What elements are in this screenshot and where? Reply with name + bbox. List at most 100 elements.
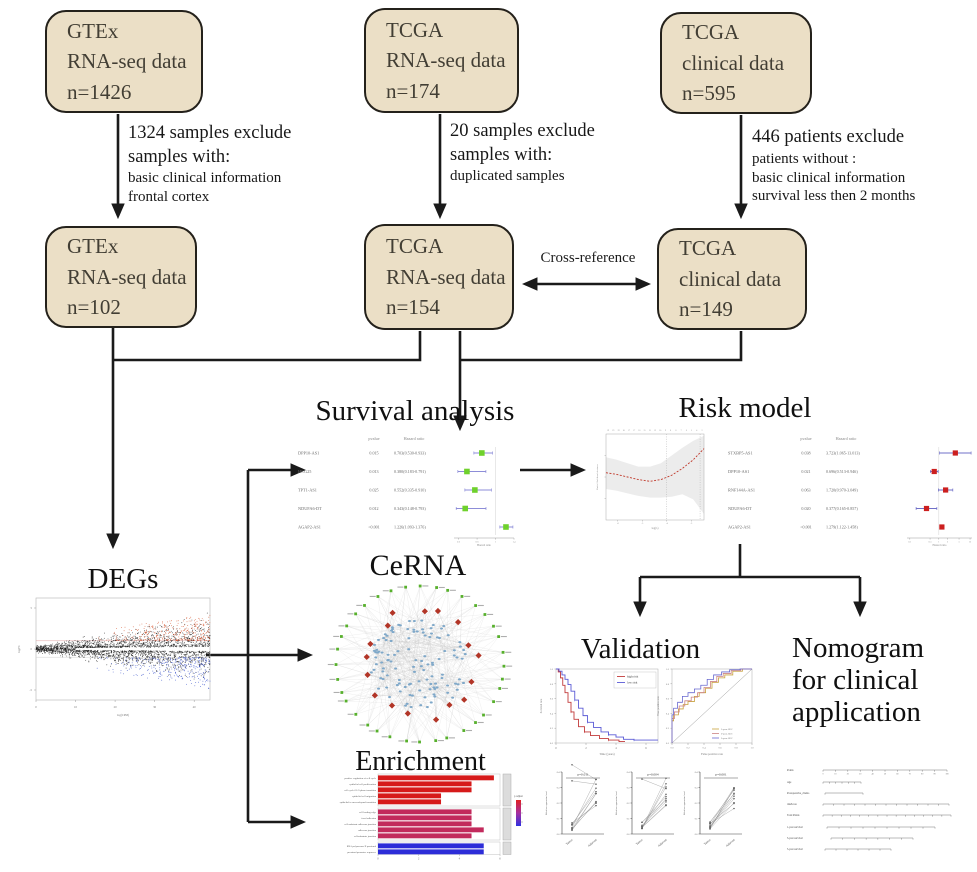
svg-text:8: 8 xyxy=(675,430,676,432)
box-line: TCGA xyxy=(386,17,444,42)
svg-text:Partial likelihood deviance: Partial likelihood deviance xyxy=(596,464,599,490)
connector-clinical-center xyxy=(460,331,743,362)
svg-text:0.1: 0.1 xyxy=(908,541,912,543)
svg-text:0.038: 0.038 xyxy=(801,451,810,456)
svg-text:0.552(0.335-0.910): 0.552(0.335-0.910) xyxy=(394,488,426,493)
svg-text:5: 5 xyxy=(691,430,692,432)
svg-text:0.020: 0.020 xyxy=(801,506,810,511)
svg-text:16: 16 xyxy=(638,430,640,432)
svg-text:high risk: high risk xyxy=(627,675,639,679)
svg-text:0.2: 0.2 xyxy=(666,727,670,730)
svg-text:15: 15 xyxy=(644,430,646,432)
box-line: GTEx xyxy=(67,234,119,259)
svg-text:0.6: 0.6 xyxy=(550,698,554,701)
box-tcga-rna-filtered: TCGA RNA-seq data n=154 xyxy=(364,224,514,330)
section-title-survival: Survival analysis xyxy=(315,395,515,427)
section-title-validation: Validation xyxy=(580,633,701,665)
exclusion-detail: patients without : xyxy=(752,150,857,167)
svg-text:5: 5 xyxy=(31,606,33,610)
svg-text:0.4: 0.4 xyxy=(702,747,706,750)
validation-km-plot: high risk low risk 0 2 4 6 0.0 0.2 0.4 0.6 0.8 1.0 T… xyxy=(540,668,659,756)
svg-text:0.0: 0.0 xyxy=(627,834,631,836)
svg-text:-5: -5 xyxy=(30,688,33,692)
svg-text:2: 2 xyxy=(418,857,420,861)
svg-text:1.0: 1.0 xyxy=(666,668,670,671)
svg-text:Age: Age xyxy=(787,781,792,784)
svg-text:RNA polymerase II proximal: RNA polymerase II proximal xyxy=(347,845,377,848)
svg-text:DPP10-AS1: DPP10-AS1 xyxy=(298,451,319,456)
svg-text:0.2: 0.2 xyxy=(627,803,630,805)
svg-text:10: 10 xyxy=(659,430,661,432)
svg-text:0.8: 0.8 xyxy=(666,683,670,686)
svg-text:0.3: 0.3 xyxy=(557,787,561,789)
box-line: TCGA xyxy=(682,20,740,45)
svg-text:DPP10-AS1: DPP10-AS1 xyxy=(728,469,749,474)
nomogram-plot: Points 0 10 20 30 40 50 60 70 80 90 100 Age Postopera… xyxy=(787,769,952,851)
exclusion-detail: duplicated samples xyxy=(450,168,565,185)
svg-text:pvalue: pvalue xyxy=(368,436,379,441)
svg-text:epithelial cell proliferation: epithelial cell proliferation xyxy=(349,783,376,786)
box-tcga-rna-raw: TCGA RNA-seq data n=174 xyxy=(364,8,519,113)
svg-text:30: 30 xyxy=(859,773,861,775)
svg-text:adherens junction: adherens junction xyxy=(358,829,376,832)
exclusion-detail: basic clinical information xyxy=(752,169,906,186)
nomogram-title-line: for clinical xyxy=(792,663,919,696)
svg-text:9: 9 xyxy=(665,430,666,432)
exclusion-head: 446 patients exclude xyxy=(752,127,905,147)
svg-text:0.2: 0.2 xyxy=(557,803,560,805)
paired-expression-plot-3: 0.0 0.1 0.2 0.3 0.4 p=0.001 Tumor Adjacent Relat… xyxy=(683,771,742,848)
svg-text:0.0: 0.0 xyxy=(695,834,699,836)
svg-text:0.1: 0.1 xyxy=(695,818,698,820)
svg-text:cell-substrate junction: cell-substrate junction xyxy=(354,835,377,838)
svg-text:0.063: 0.063 xyxy=(801,488,810,493)
svg-text:Points: Points xyxy=(787,769,794,772)
svg-text:<0.001: <0.001 xyxy=(368,525,380,530)
svg-text:0.4: 0.4 xyxy=(627,772,631,774)
svg-text:-3: -3 xyxy=(690,523,693,525)
svg-text:NDUFA6-DT: NDUFA6-DT xyxy=(728,506,752,511)
svg-text:70: 70 xyxy=(909,773,911,775)
box-line: GTEx xyxy=(67,18,119,43)
svg-text:<0.001: <0.001 xyxy=(800,525,812,530)
svg-text:0.8: 0.8 xyxy=(734,747,738,750)
survival-forest-plot: pvalue Hazard ratio DPP10-AS1 0.015 0.703(0.… xyxy=(298,436,517,547)
exclusion-note-tcga-rna: 20 samples exclude samples with: duplica… xyxy=(450,120,595,186)
svg-text:low risk: low risk xyxy=(627,681,638,685)
svg-text:proximal promoter sequence: proximal promoter sequence xyxy=(347,851,376,854)
svg-text:40: 40 xyxy=(872,773,874,775)
section-title-cerna: CeRNA xyxy=(369,549,467,582)
svg-text:12: 12 xyxy=(969,541,972,543)
section-title-degs: DEGs xyxy=(87,563,159,595)
svg-text:0.8: 0.8 xyxy=(550,683,554,686)
section-title-enrichment: Enrichment xyxy=(355,746,486,777)
svg-text:Tumor: Tumor xyxy=(565,838,574,846)
svg-text:cell cycle G1/S phase transiti: cell cycle G1/S phase transition xyxy=(344,789,376,792)
svg-text:False positive rate: False positive rate xyxy=(701,752,723,756)
box-line: n=174 xyxy=(386,78,440,103)
svg-text:10: 10 xyxy=(74,705,78,709)
exclusion-note-gtex: 1324 samples exclude samples with: basic… xyxy=(128,122,291,207)
svg-text:0: 0 xyxy=(822,773,823,775)
svg-text:0: 0 xyxy=(377,857,379,861)
svg-text:1.0: 1.0 xyxy=(750,747,754,750)
svg-text:60: 60 xyxy=(896,773,898,775)
box-line: n=102 xyxy=(67,295,121,320)
svg-text:1.4: 1.4 xyxy=(513,541,517,543)
box-line: RNA-seq data xyxy=(386,48,506,73)
svg-text:0.1: 0.1 xyxy=(627,818,630,820)
svg-text:RNF144A-AS1: RNF144A-AS1 xyxy=(728,488,755,493)
svg-text:Postoperative_chemo: Postoperative_chemo xyxy=(787,792,810,795)
svg-text:0.021: 0.021 xyxy=(801,469,810,474)
paired-expression-plot-2: 0.0 0.1 0.2 0.3 0.4 p=0.004 Tumor Adjacent Relat… xyxy=(615,771,674,848)
svg-text:Total Points: Total Points xyxy=(787,814,799,817)
svg-text:positive regulation of cell cy: positive regulation of cell cycle xyxy=(344,777,376,780)
svg-text:Relative expression level: Relative expression level xyxy=(615,791,618,815)
svg-text:Relative expression level: Relative expression level xyxy=(683,791,686,815)
box-line: RNA-seq data xyxy=(67,264,187,289)
svg-text:0.6: 0.6 xyxy=(718,747,722,750)
svg-text:Tumor: Tumor xyxy=(703,838,712,846)
svg-text:Survival rate: Survival rate xyxy=(540,698,543,713)
svg-text:0.0: 0.0 xyxy=(557,834,561,836)
svg-text:0.0: 0.0 xyxy=(666,742,670,745)
